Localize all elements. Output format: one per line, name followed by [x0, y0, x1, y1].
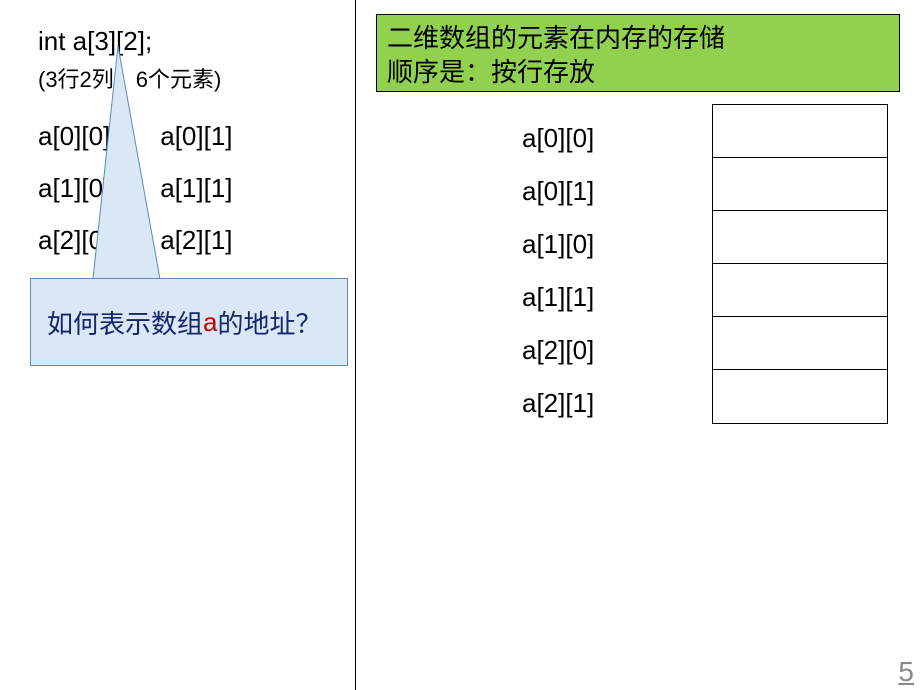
memory-labels-column: a[0][0] a[0][1] a[1][0] a[1][1] a[2][0] …: [522, 112, 594, 430]
matrix-cell: a[1][1]: [160, 162, 275, 214]
matrix-cell: a[1][0]: [38, 162, 153, 214]
memory-table: [712, 104, 888, 424]
memory-cell: [713, 317, 887, 370]
matrix-cell: a[2][0]: [38, 214, 153, 266]
memory-cell: [713, 264, 887, 317]
matrix-row: a[0][0] a[0][1]: [38, 110, 275, 162]
memory-label: a[0][0]: [522, 112, 594, 165]
matrix-index-grid: a[0][0] a[0][1] a[1][0] a[1][1] a[2][0] …: [38, 110, 275, 266]
memory-label: a[0][1]: [522, 165, 594, 218]
array-description: (3行2列，6个元素): [38, 62, 221, 94]
banner-line-2: 顺序是：按行存放: [387, 55, 889, 89]
callout-text-prefix: 如何表示数组: [47, 304, 203, 341]
memory-label: a[2][1]: [522, 377, 594, 430]
banner-line-1: 二维数组的元素在内存的存储: [387, 21, 889, 55]
callout-question-box: 如何表示数组a的地址？: [30, 278, 348, 366]
memory-cell: [713, 211, 887, 264]
vertical-divider: [355, 0, 356, 690]
storage-order-banner: 二维数组的元素在内存的存储 顺序是：按行存放: [376, 14, 900, 92]
memory-label: a[1][1]: [522, 271, 594, 324]
memory-cell: [713, 158, 887, 211]
page-number: 5: [898, 656, 914, 688]
matrix-cell: a[0][1]: [160, 110, 275, 162]
matrix-row: a[2][0] a[2][1]: [38, 214, 275, 266]
memory-cell: [713, 370, 887, 423]
matrix-cell: a[0][0]: [38, 110, 153, 162]
matrix-row: a[1][0] a[1][1]: [38, 162, 275, 214]
matrix-cell: a[2][1]: [160, 214, 275, 266]
callout-text-accent: a: [203, 307, 217, 338]
array-declaration: int a[3][2];: [38, 26, 152, 57]
memory-label: a[2][0]: [522, 324, 594, 377]
memory-label: a[1][0]: [522, 218, 594, 271]
memory-cell: [713, 105, 887, 158]
callout-text-suffix: 的地址？: [217, 304, 321, 341]
